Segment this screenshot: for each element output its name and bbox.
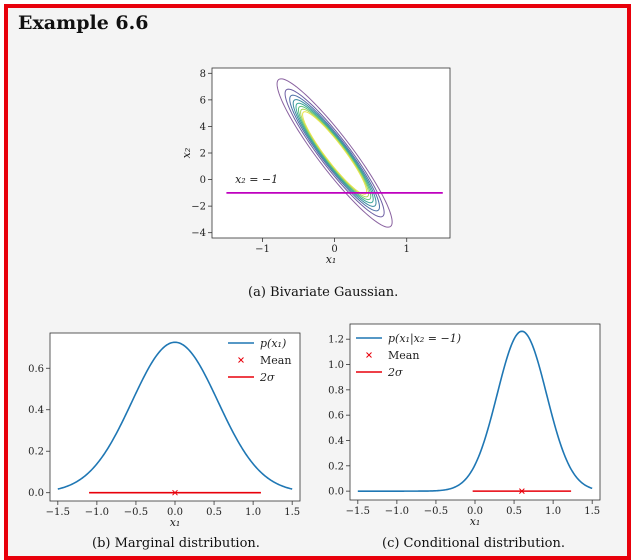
caption-a: (a) Bivariate Gaussian. (248, 285, 399, 300)
bivariate-gaussian-plot: −1 0 1 −4 −2 0 2 4 6 8 x₁ x₂ x₂ = −1 (180, 67, 451, 266)
caption-b: (b) Marginal distribution. (92, 536, 260, 551)
plot-area (349, 323, 601, 501)
density-curve (57, 341, 293, 490)
plot-area (211, 67, 451, 239)
x-axis-label: x₁ (470, 515, 481, 528)
density-contour (289, 94, 380, 212)
density-contour (295, 102, 374, 204)
y-tick-label: 2 (200, 149, 206, 160)
legend-sigma-label: 2σ (259, 371, 275, 384)
y-tick-label: −2 (191, 202, 206, 213)
x-tick-label: −1.5 (346, 506, 370, 517)
density-curve (357, 330, 593, 492)
legend-density-label: p(x₁) (260, 337, 286, 350)
x-tick-label: 0.5 (506, 506, 522, 517)
y-axis-label: x₂ (180, 148, 193, 159)
x-axis-label: x₁ (326, 253, 337, 266)
y-tick-label: −4 (191, 228, 206, 239)
x-tick-label: −1.0 (385, 506, 409, 517)
x-tick-label: −0.5 (124, 507, 148, 518)
y-tick-label: 0.0 (28, 488, 44, 499)
legend-mean-label: Mean (260, 354, 291, 367)
x-tick-label: 0.5 (206, 507, 222, 518)
x-tick-label: 1.5 (584, 506, 600, 517)
density-contour (302, 111, 368, 195)
x-tick-label: −1.5 (46, 507, 70, 518)
marginal-distribution-plot: −1.5 −1.0 −0.5 0.0 0.5 1.0 1.5 0.0 0.2 0.4 0.6 x₁ p(… (28, 332, 301, 529)
legend-mean-swatch (238, 357, 244, 363)
y-tick-label: 6 (200, 95, 206, 106)
y-tick-label: 0.0 (328, 487, 344, 498)
mean-marker (172, 489, 178, 496)
x-tick-label: −0.5 (424, 506, 448, 517)
y-tick-label: 0.6 (28, 364, 44, 375)
y-tick-label: 1.2 (328, 335, 344, 346)
density-contour (300, 108, 370, 198)
x-tick-label: −1.0 (85, 507, 109, 518)
x-tick-label: 1.0 (545, 506, 561, 517)
x-tick-label: 0.0 (167, 507, 183, 518)
density-contour (276, 78, 393, 228)
legend-sigma-label: 2σ (387, 366, 403, 379)
density-contour (297, 105, 372, 201)
y-tick-label: 0.2 (28, 447, 44, 458)
conditioning-annotation: x₂ = −1 (235, 173, 278, 186)
x-tick-label: 0 (331, 244, 337, 255)
x-tick-label: 0.0 (467, 506, 483, 517)
plot-area (49, 332, 301, 502)
y-tick-label: 1.0 (328, 360, 344, 371)
y-tick-label: 0 (200, 175, 206, 186)
caption-c: (c) Conditional distribution. (382, 536, 565, 551)
y-tick-label: 0.2 (328, 461, 344, 472)
density-contour (292, 99, 377, 207)
y-tick-label: 0.4 (328, 436, 344, 447)
x-tick-label: 1.0 (245, 507, 261, 518)
y-tick-label: 0.6 (328, 411, 344, 422)
legend-mean-swatch (366, 352, 372, 358)
mean-marker (519, 488, 525, 494)
example-heading: Example 6.6 (18, 12, 149, 34)
conditional-distribution-plot: −1.5 −1.0 −0.5 0.0 0.5 1.0 1.5 0.0 0.2 0.4 0.6 0.8 1… (328, 323, 601, 528)
y-tick-label: 4 (200, 122, 206, 133)
x-tick-label: 1 (404, 244, 410, 255)
y-tick-label: 0.4 (28, 405, 44, 416)
x-axis-label: x₁ (170, 516, 181, 529)
y-tick-label: 0.8 (328, 385, 344, 396)
density-contour (284, 88, 385, 218)
legend-mean-label: Mean (388, 349, 419, 362)
x-tick-label: 1.5 (284, 507, 300, 518)
legend-density-label: p(x₁|x₂ = −1) (388, 332, 461, 346)
y-tick-label: 8 (200, 69, 206, 80)
x-tick-label: −1 (255, 244, 270, 255)
